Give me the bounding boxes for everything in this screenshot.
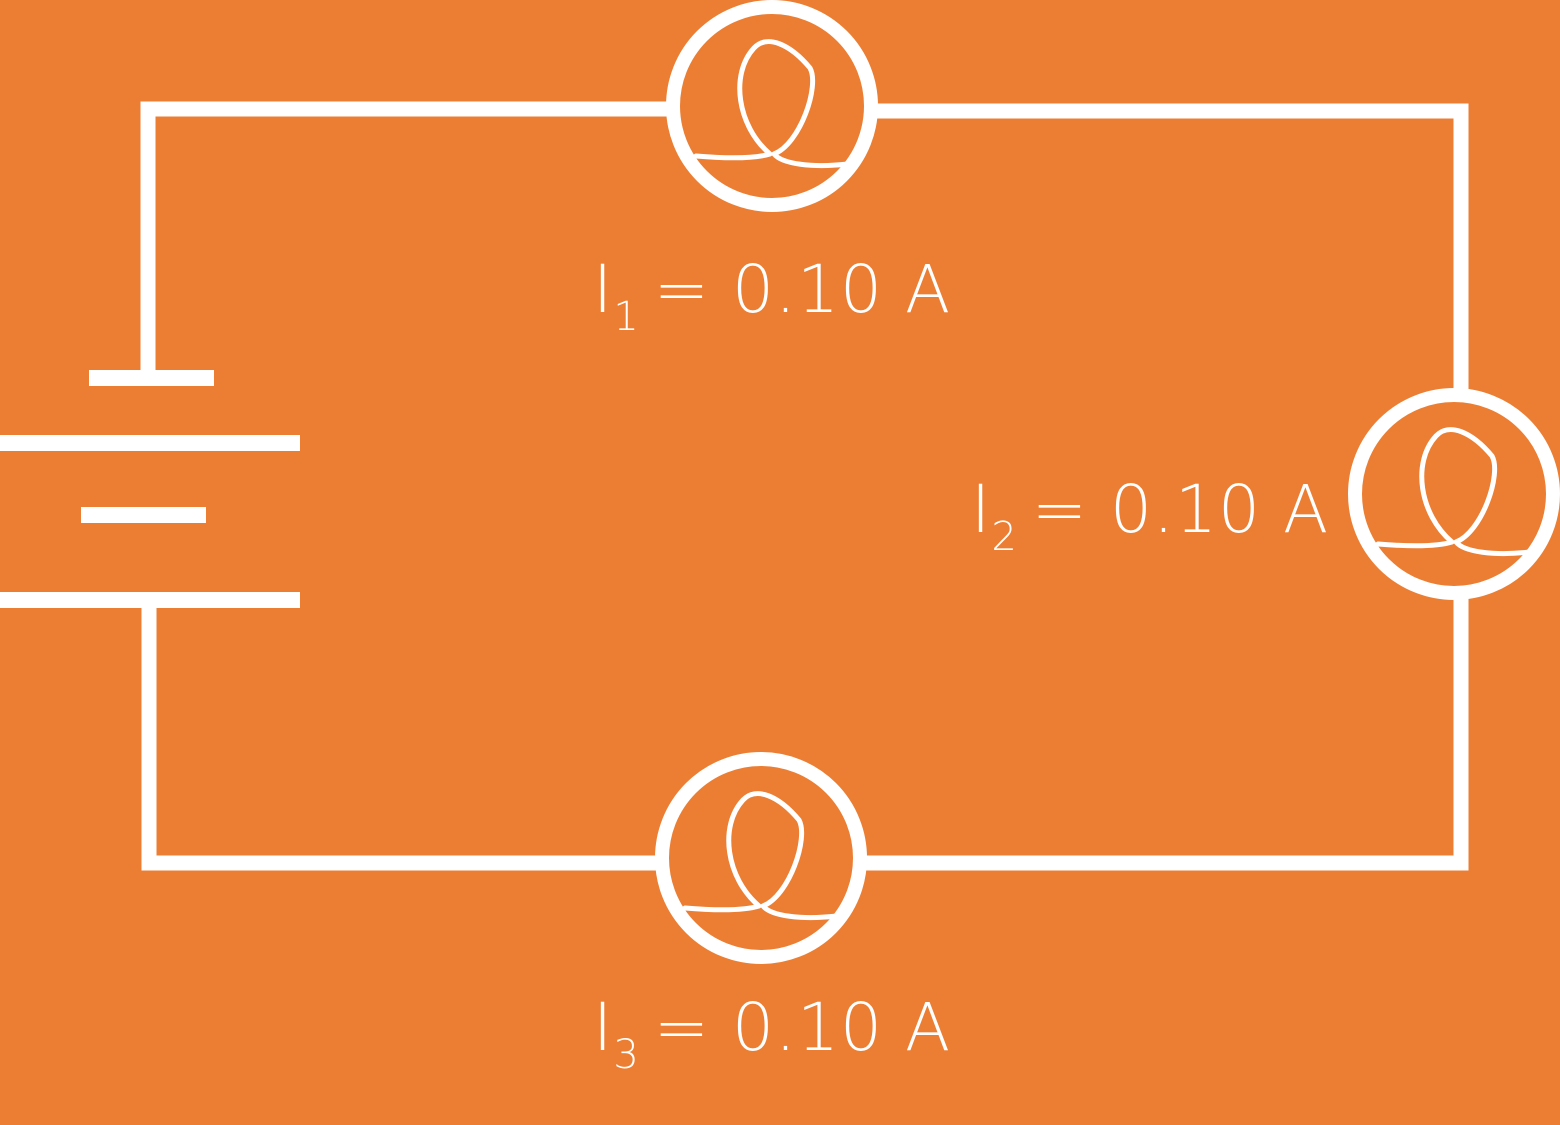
bulb-3-icon <box>655 752 867 964</box>
bulb-1-filament <box>693 39 851 169</box>
current-label-i2-symbol: I <box>971 471 991 548</box>
wire-right-bottom <box>864 598 1469 871</box>
battery-plate-short-2 <box>81 507 206 523</box>
current-label-i1-subscript: 1 <box>613 294 639 340</box>
circuit: I1 = 0.10 A I2 = 0.10 A I3 = 0.10 A <box>0 0 1560 1078</box>
current-label-i2: I2 = 0.10 A <box>971 471 1329 560</box>
wire-bottom-left <box>141 606 656 871</box>
bulb-1-icon <box>666 0 878 212</box>
current-label-i1-value: = 0.10 A <box>654 251 951 328</box>
bulb-1-ring <box>666 0 878 212</box>
battery-symbol <box>0 370 300 608</box>
current-label-i2-subscript: 2 <box>991 514 1017 560</box>
wire-top-left <box>140 101 668 372</box>
current-label-i1-symbol: I <box>593 251 613 328</box>
current-label-i3-symbol: I <box>593 989 613 1066</box>
battery-terminal-short-top <box>89 370 214 386</box>
current-label-i3: I3 = 0.10 A <box>593 989 951 1078</box>
bulb-2-ring <box>1348 388 1560 600</box>
battery-plate-long-2 <box>0 592 300 608</box>
current-label-i3-subscript: 3 <box>613 1032 639 1078</box>
wire-top-right <box>874 103 1469 390</box>
battery-plate-long-1 <box>0 435 300 451</box>
bulb-3-filament <box>682 791 840 921</box>
bulb-2-filament <box>1375 427 1533 557</box>
current-label-i3-value: = 0.10 A <box>654 989 951 1066</box>
bulb-3-ring <box>655 752 867 964</box>
current-label-i2-value: = 0.10 A <box>1032 471 1329 548</box>
current-label-i1: I1 = 0.10 A <box>593 251 951 340</box>
bulb-2-icon <box>1348 388 1560 600</box>
